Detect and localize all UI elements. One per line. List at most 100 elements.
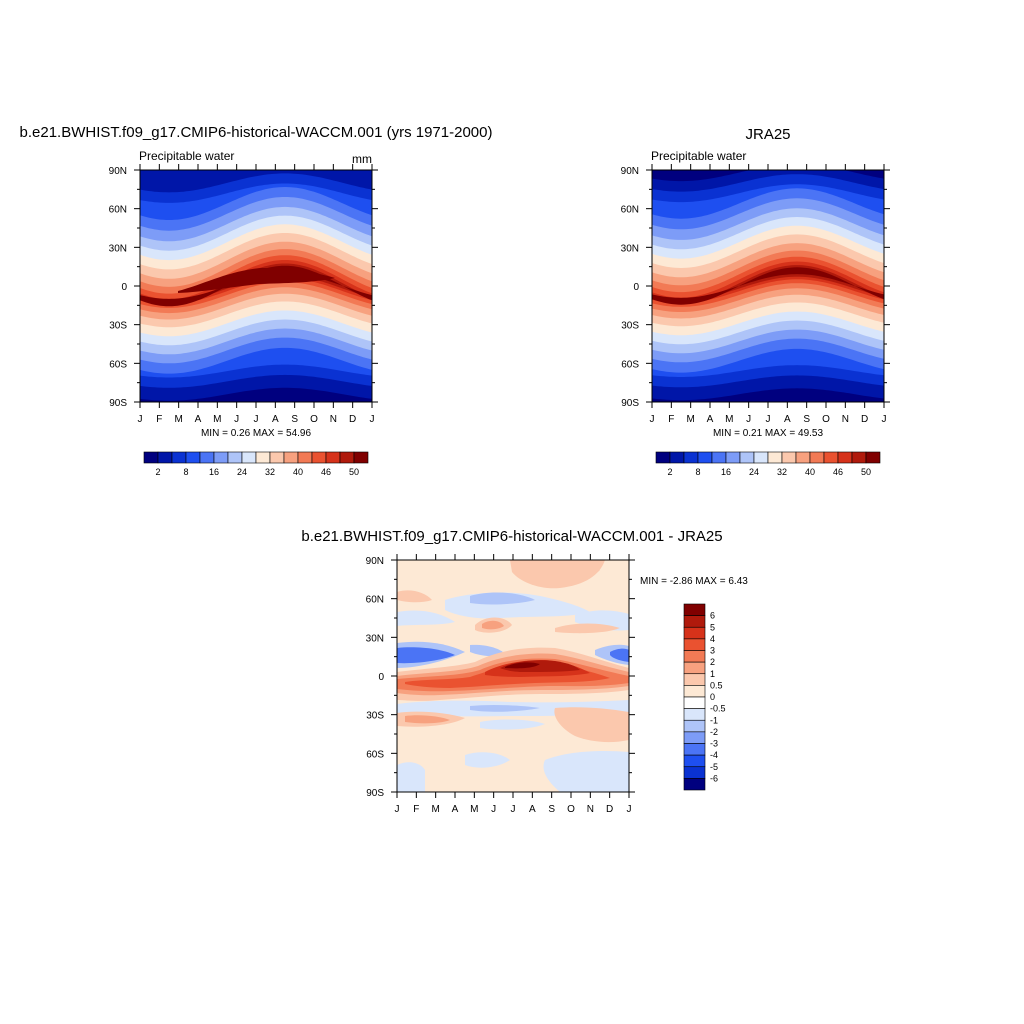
- x-tick-label: J: [511, 804, 516, 815]
- panel-diff-plot: [397, 560, 629, 792]
- colorbar-label: 16: [209, 467, 219, 477]
- colorbar-swatch: [311, 451, 327, 464]
- colorbar-swatch: [325, 451, 341, 464]
- colorbar-swatch: [683, 603, 706, 616]
- panel-obs-title: JRA25: [745, 126, 790, 143]
- colorbar-swatch: [739, 451, 755, 464]
- colorbar-label: 32: [265, 467, 275, 477]
- x-tick-label: A: [452, 804, 459, 815]
- x-tick-label: N: [842, 414, 849, 425]
- x-tick-label: A: [195, 414, 202, 425]
- panel-model: b.e21.BWHIST.f09_g17.CMIP6-historical-WA…: [20, 124, 493, 477]
- x-tick-label: N: [587, 804, 594, 815]
- y-tick-label: 60N: [366, 595, 384, 606]
- colorbar-swatch: [227, 451, 243, 464]
- colorbar-label: 6: [710, 611, 715, 621]
- colorbar-swatch: [283, 451, 299, 464]
- panel-obs-colorbar: 2 8 16 24 32 40 46 50: [655, 451, 881, 477]
- colorbar-swatch: [865, 451, 881, 464]
- x-tick-label: S: [291, 414, 298, 425]
- colorbar-label: 0: [710, 692, 715, 702]
- x-tick-label: D: [349, 414, 356, 425]
- colorbar-label: -2: [710, 727, 718, 737]
- panel-model-stats: MIN = 0.26 MAX = 54.96: [201, 428, 311, 439]
- y-tick-label: 60S: [109, 359, 127, 370]
- colorbar-label: 40: [293, 467, 303, 477]
- x-tick-label: M: [686, 414, 694, 425]
- x-tick-label: O: [567, 804, 575, 815]
- x-tick-label: J: [650, 414, 655, 425]
- x-tick-label: M: [213, 414, 221, 425]
- x-tick-label: J: [395, 804, 400, 815]
- colorbar-label: -5: [710, 762, 718, 772]
- colorbar-label: 50: [861, 467, 871, 477]
- y-tick-label: 0: [121, 282, 127, 293]
- colorbar-label: 24: [237, 467, 247, 477]
- colorbar-swatch: [683, 615, 706, 628]
- colorbar-swatch: [683, 661, 706, 675]
- y-tick-label: 30S: [109, 321, 127, 332]
- panel-model-subtitle: Precipitable water: [139, 149, 234, 163]
- x-tick-label: A: [272, 414, 279, 425]
- colorbar-swatch: [683, 754, 706, 768]
- colorbar-swatch: [683, 638, 706, 651]
- y-tick-label: 30N: [366, 633, 384, 644]
- y-tick-label: 60N: [621, 205, 639, 216]
- x-tick-label: O: [310, 414, 318, 425]
- x-tick-label: D: [861, 414, 868, 425]
- x-tick-label: J: [370, 414, 375, 425]
- y-tick-label: 0: [633, 282, 639, 293]
- x-tick-label: A: [707, 414, 714, 425]
- panel-model-title: b.e21.BWHIST.f09_g17.CMIP6-historical-WA…: [20, 124, 493, 141]
- y-tick-label: 30S: [621, 321, 639, 332]
- x-tick-label: F: [156, 414, 162, 425]
- x-tick-label: A: [784, 414, 791, 425]
- panel-obs-stats: MIN = 0.21 MAX = 49.53: [713, 428, 823, 439]
- y-tick-label: 90S: [621, 398, 639, 409]
- colorbar-swatch: [297, 451, 313, 464]
- colorbar-label: 2: [155, 467, 160, 477]
- colorbar-label: -3: [710, 739, 718, 749]
- colorbar-swatch: [795, 451, 811, 464]
- colorbar-swatch: [683, 650, 706, 663]
- colorbar-swatch: [851, 451, 867, 464]
- colorbar-swatch: [655, 451, 671, 464]
- y-tick-label: 60N: [109, 205, 127, 216]
- colorbar-swatch: [823, 451, 839, 464]
- colorbar-swatch: [171, 451, 187, 464]
- colorbar-swatch: [683, 626, 706, 640]
- y-tick-label: 30S: [366, 711, 384, 722]
- colorbar-label: -1: [710, 715, 718, 725]
- colorbar-label: 3: [710, 646, 715, 656]
- colorbar-swatch: [683, 778, 706, 791]
- colorbar-swatch: [353, 451, 369, 464]
- y-tick-label: 90N: [621, 166, 639, 177]
- colorbar-swatch: [255, 451, 271, 464]
- colorbar-swatch: [683, 685, 706, 698]
- colorbar-swatch: [711, 451, 727, 464]
- x-tick-label: N: [330, 414, 337, 425]
- colorbar-swatch: [199, 451, 215, 464]
- y-tick-label: 60S: [366, 749, 384, 760]
- colorbar-swatch: [683, 451, 699, 464]
- colorbar-swatch: [683, 696, 706, 709]
- x-tick-label: S: [803, 414, 810, 425]
- x-tick-label: F: [413, 804, 419, 815]
- x-tick-label: S: [548, 804, 555, 815]
- panel-model-colorbar: 2 8 16 24 32 40 46 50: [143, 451, 369, 477]
- colorbar-swatch: [683, 708, 706, 721]
- colorbar-swatch: [753, 451, 769, 464]
- colorbar-label: 8: [695, 467, 700, 477]
- y-tick-label: 30N: [109, 243, 127, 254]
- x-tick-label: J: [746, 414, 751, 425]
- colorbar-swatch: [683, 731, 706, 744]
- x-tick-label: M: [725, 414, 733, 425]
- colorbar-label: 5: [710, 622, 715, 632]
- colorbar-label: 2: [667, 467, 672, 477]
- x-tick-label: J: [234, 414, 239, 425]
- y-tick-label: 60S: [621, 359, 639, 370]
- x-tick-label: J: [882, 414, 887, 425]
- colorbar-label: 4: [710, 634, 715, 644]
- panel-obs: JRA25 Precipitable water J F M A M J J A S O N D J90…: [621, 126, 890, 477]
